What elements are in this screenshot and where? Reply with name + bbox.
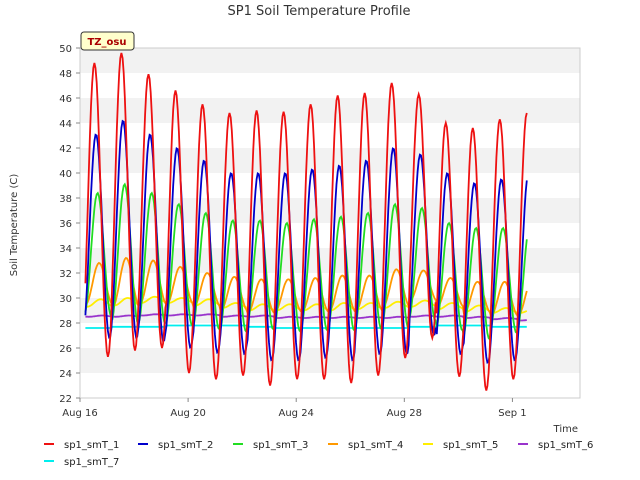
site-label-badge: TZ_osu [80,31,135,51]
y-tick-label: 34 [59,244,72,255]
y-tick-label: 28 [59,319,72,330]
legend-label: sp1_smT_3 [253,440,308,451]
y-tick-label: 36 [59,219,72,230]
y-axis-title: Soil Temperature (C) [9,174,20,277]
grid-band [80,373,580,398]
grid-band [80,148,580,173]
y-tick-label: 46 [59,94,72,105]
y-tick-label: 50 [59,44,72,55]
grid-band [80,123,580,148]
legend-label: sp1_smT_5 [443,440,498,451]
x-axis-title: Time [553,424,578,435]
site-label-text: TZ_osu [87,37,126,48]
y-tick-label: 22 [59,394,72,405]
series-lines [84,52,528,391]
grid-band [80,73,580,98]
x-tick-label: Aug 16 [62,408,97,419]
x-tick-label: Sep 1 [498,408,526,419]
y-tick-label: 48 [59,69,72,80]
grid-band [80,48,580,73]
x-tick-label: Aug 28 [387,408,422,419]
legend-label: sp1_smT_4 [348,440,403,451]
y-tick-label: 44 [59,119,72,130]
grid-band [80,173,580,198]
y-tick-label: 42 [59,144,72,155]
legend-label: sp1_smT_1 [64,440,119,451]
series-line-sp1_smT_1 [84,52,528,391]
legend-label: sp1_smT_6 [538,440,593,451]
y-axis: 22 24 26 28 30 32 34 36 38 40 42 44 46 48 50 [59,44,80,405]
y-tick-label: 24 [59,369,72,380]
legend: sp1_smT_1 sp1_smT_2 sp1_smT_3 sp1_smT_4 sp1_… [44,440,593,468]
x-tick-label: Aug 20 [170,408,205,419]
site-label-box [80,31,135,51]
grid-band [80,348,580,373]
legend-label: sp1_smT_7 [64,457,119,468]
legend-label: sp1_smT_2 [158,440,213,451]
y-tick-label: 30 [59,294,72,305]
x-tick-label: Aug 24 [278,408,313,419]
y-tick-label: 32 [59,269,72,280]
y-tick-label: 38 [59,194,72,205]
y-tick-label: 40 [59,169,72,180]
y-tick-label: 26 [59,344,72,355]
grid-band [80,98,580,123]
chart-title: SP1 Soil Temperature Profile [228,4,411,19]
x-axis: Aug 16 Aug 20 Aug 24 Aug 28 Sep 1 [62,398,527,419]
